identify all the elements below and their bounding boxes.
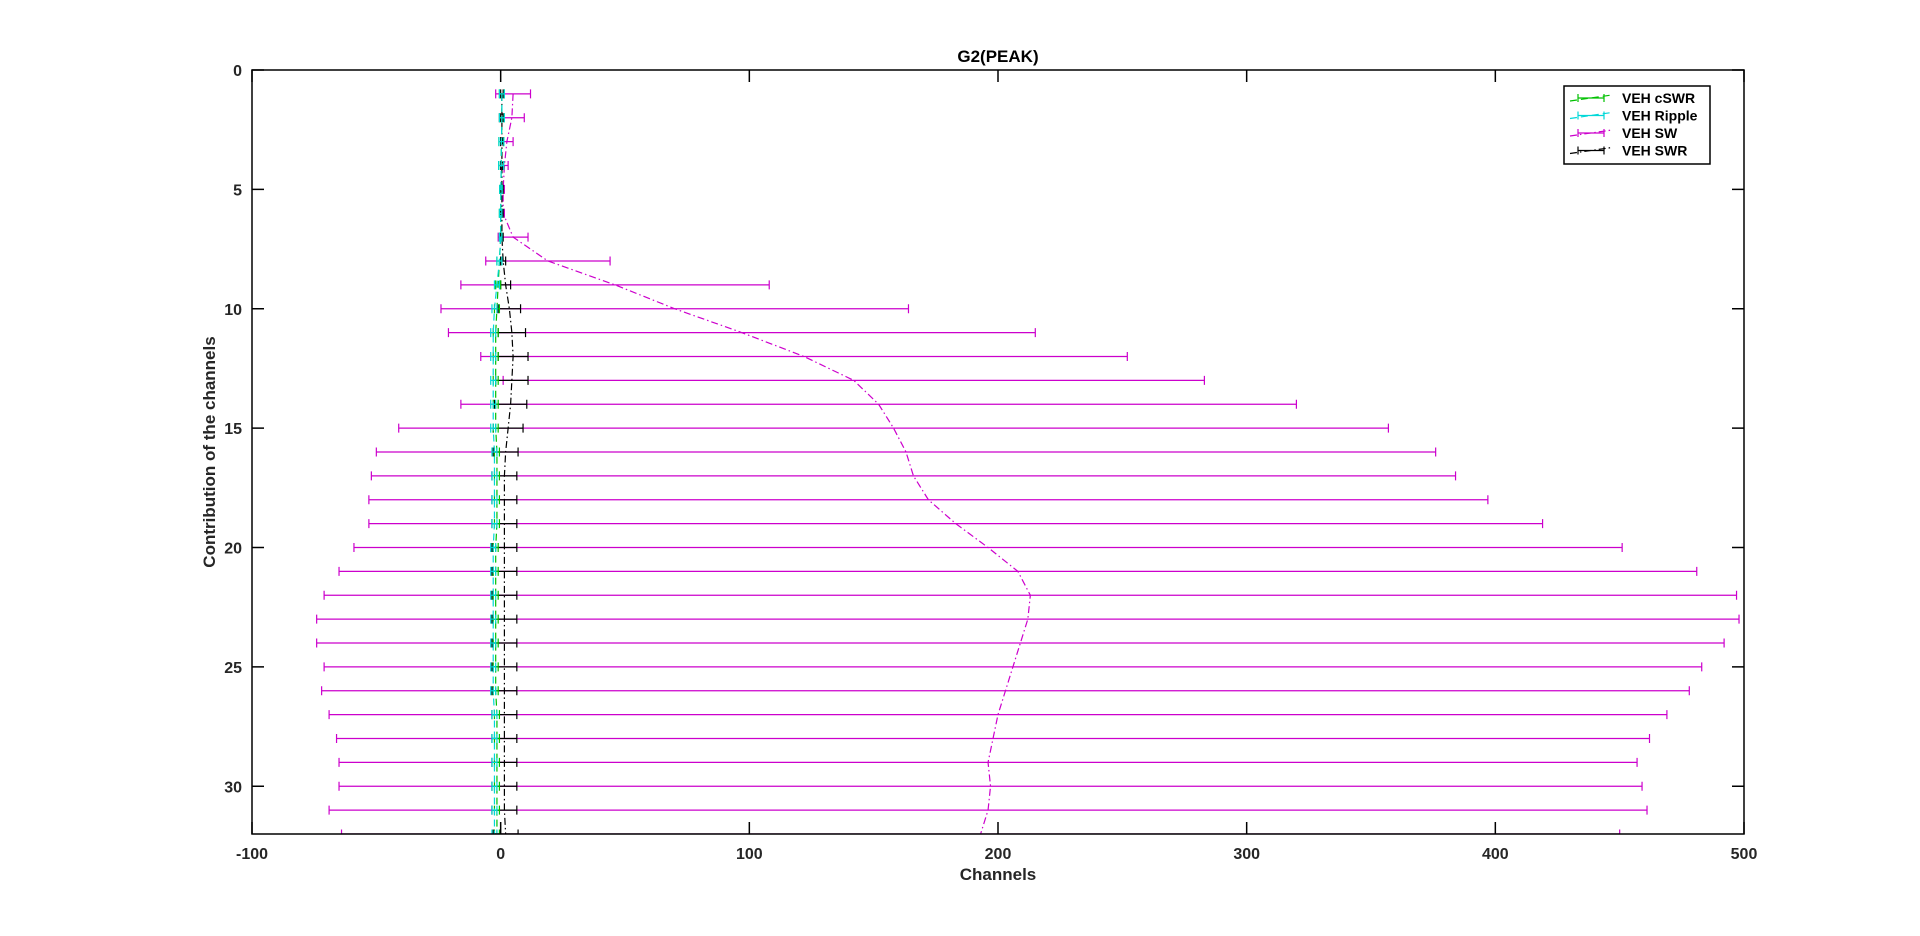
x-tick-label: 0: [496, 846, 505, 863]
series-veh-sw: [316, 89, 1740, 834]
x-tick-label: -100: [236, 846, 268, 863]
x-tick-label: 500: [1731, 846, 1758, 863]
legend-label-veh-ripple: VEH Ripple: [1622, 108, 1698, 124]
y-tick-label: 5: [233, 182, 242, 199]
legend-line-veh-cswr: [1569, 94, 1613, 102]
y-tick-label: 20: [224, 541, 242, 558]
series-layer: [316, 89, 1740, 834]
y-tick-label: 15: [224, 421, 242, 438]
axes-layer: -100 0 100 200 300 400 500 0 5 10 15 20 25 30: [224, 63, 1757, 863]
legend-label-veh-cswr: VEH cSWR: [1622, 90, 1695, 106]
legend-line-veh-ripple: [1569, 111, 1613, 120]
series-line-veh-ripple: [492, 93, 503, 834]
y-axis-title: Contribution of the channels: [200, 336, 219, 567]
x-tick-label: 100: [736, 846, 763, 863]
legend-label-veh-sw: VEH SW: [1622, 125, 1678, 141]
y-tick-label: 25: [224, 660, 242, 677]
x-tick-label: 300: [1233, 846, 1260, 863]
y-tick-label: 10: [224, 302, 242, 319]
x-tick-label: 200: [985, 846, 1012, 863]
x-axis-title: Channels: [960, 865, 1037, 884]
series-veh-ripple: [490, 89, 505, 834]
legend-label-veh-swr: VEH SWR: [1622, 143, 1687, 159]
y-tick-label: 0: [233, 63, 242, 80]
x-tick-label: 400: [1482, 846, 1509, 863]
chart-title: G2(PEAK): [957, 47, 1038, 66]
y-tick-label: 30: [224, 779, 242, 796]
